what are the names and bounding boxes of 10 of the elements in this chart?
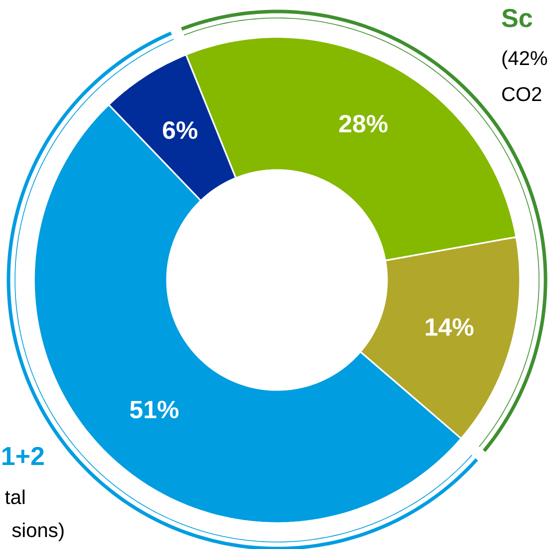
- text: tal: [5, 490, 24, 504]
- text: 1+2: [2, 446, 44, 465]
- text: Sc: [502, 8, 532, 28]
- text: sions): [12, 522, 64, 542]
- text: (42%: [502, 50, 547, 70]
- data-label: 14%: [426, 318, 474, 336]
- data-label: 6%: [162, 121, 198, 139]
- data-label: 51%: [130, 400, 178, 418]
- text: CO2: [502, 87, 542, 102]
- data-label: 28%: [339, 114, 388, 133]
